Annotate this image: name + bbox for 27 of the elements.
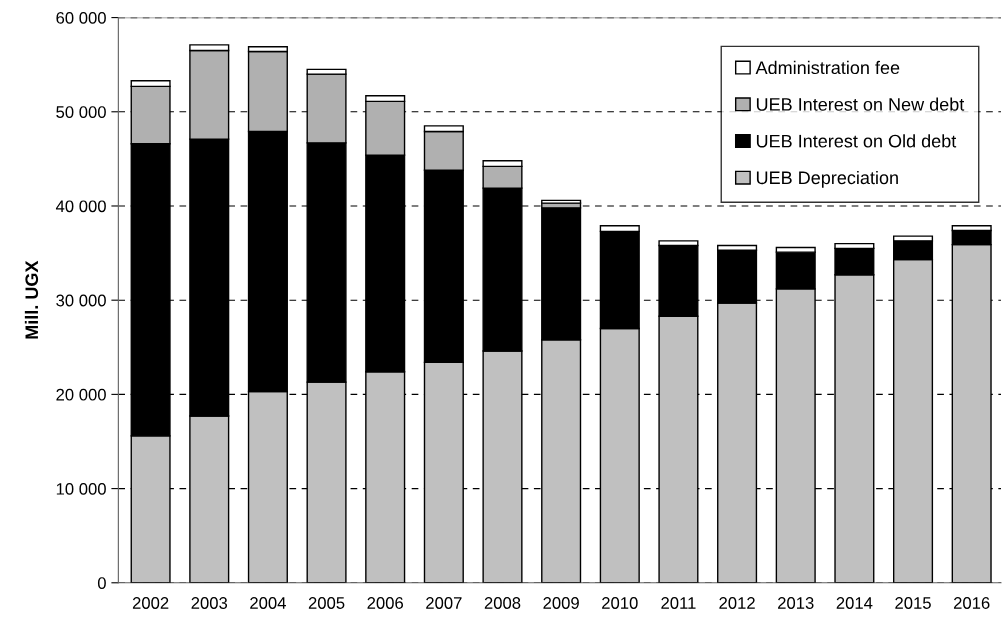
x-tick-label: 2007 xyxy=(426,597,462,609)
y-axis-title: Mill. UGX xyxy=(24,260,39,339)
x-tick-label: 2013 xyxy=(778,597,814,609)
y-tick-label: 60 000 xyxy=(56,11,106,24)
x-tick-label: 2002 xyxy=(132,597,169,609)
y-tick-label: 0 xyxy=(97,577,106,589)
y-tick-label: 30 000 xyxy=(56,294,106,307)
x-tick-label: 2010 xyxy=(602,597,638,609)
y-tick-label: 50 000 xyxy=(56,106,106,118)
x-tick-label: 2009 xyxy=(543,597,579,609)
y-tick-label: 20 000 xyxy=(56,388,106,401)
x-tick-label: 2014 xyxy=(836,597,873,609)
y-tick-label: 10 000 xyxy=(56,482,106,495)
legend-label: UEB Interest on New debt xyxy=(756,97,965,111)
x-tick-label: 2011 xyxy=(661,597,696,609)
x-tick-label: 2003 xyxy=(191,597,228,609)
legend-label: Administration fee xyxy=(755,60,900,75)
x-tick-label: 2004 xyxy=(250,597,286,609)
legend-label: UEB Interest on Old debt xyxy=(756,134,957,148)
legend-label: UEB Depreciation xyxy=(756,170,898,188)
x-tick-label: 2015 xyxy=(895,597,931,609)
y-tick-label: 40 000 xyxy=(55,200,106,213)
x-tick-label: 2006 xyxy=(367,597,404,609)
x-tick-label: 2012 xyxy=(719,597,755,609)
x-tick-label: 2016 xyxy=(953,597,990,609)
x-tick-label: 2008 xyxy=(484,597,521,609)
x-tick-label: 2005 xyxy=(308,597,345,609)
